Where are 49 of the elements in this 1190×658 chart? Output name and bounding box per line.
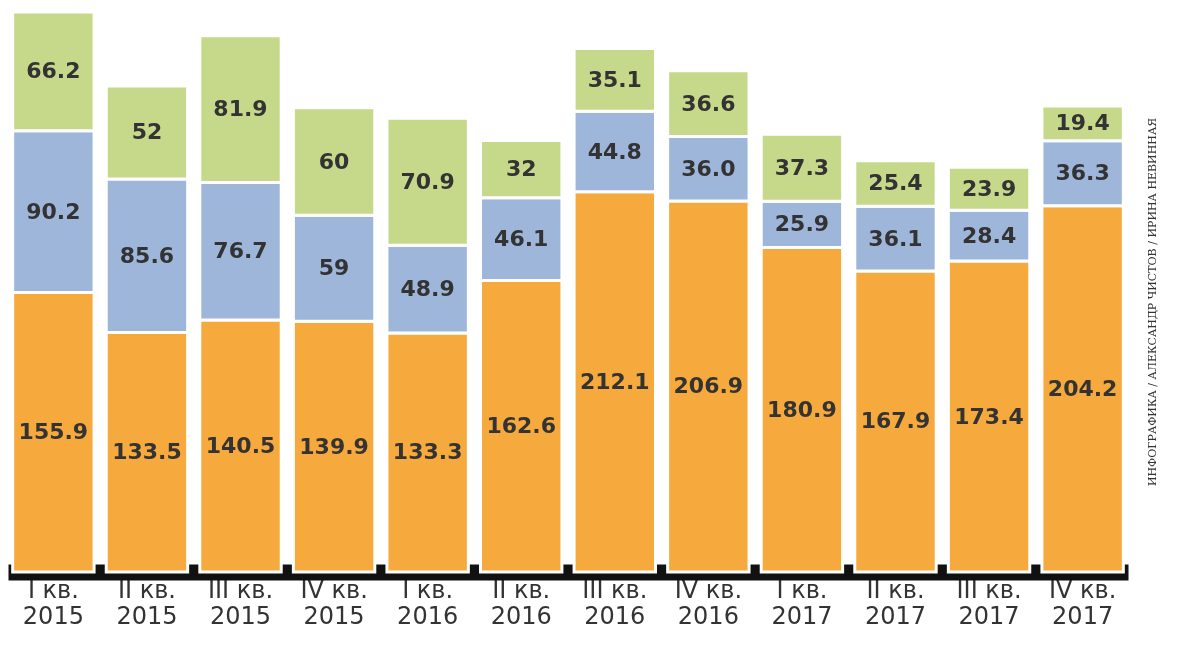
data-label: 139.9	[299, 433, 369, 459]
x-tick-label: III кв. 2016	[582, 575, 648, 630]
data-label: 180.9	[767, 396, 837, 422]
x-tick-label: II кв. 2015	[116, 575, 178, 630]
data-label: 70.9	[400, 168, 455, 194]
data-label: 133.3	[392, 439, 463, 465]
data-label: 133.5	[112, 439, 182, 465]
data-label: 48.9	[400, 276, 455, 302]
data-label: 44.8	[587, 138, 642, 164]
data-label: 36.1	[868, 225, 923, 251]
x-tick-label: IV кв. 2017	[1048, 575, 1117, 630]
data-label: 212.1	[579, 368, 650, 394]
text: ИНФОГРАФИКА / АЛЕКСАНДР ЧИСТОВ / ИРИНА НЕВИННАЯ	[1146, 117, 1159, 487]
data-label: 32	[505, 156, 537, 182]
data-label: 46.1	[494, 226, 549, 252]
data-label: 206.9	[673, 373, 744, 399]
data-label: 25.4	[868, 170, 923, 196]
data-label: 167.9	[860, 408, 931, 434]
data-label: 36.0	[681, 155, 736, 181]
data-label: 140.5	[205, 433, 276, 459]
x-tick-label: IV кв. 2016	[674, 575, 743, 630]
x-tick-label: II кв. 2017	[864, 575, 927, 630]
data-label: 204.2	[1047, 375, 1118, 401]
data-label: 35.1	[587, 66, 642, 92]
data-label: 52	[131, 119, 163, 145]
data-label: 37.3	[774, 154, 830, 180]
data-label: 66.2	[26, 58, 81, 84]
x-tick-label: III кв. 2017	[956, 575, 1022, 630]
data-label: 28.4	[961, 222, 1017, 248]
data-label: 85.6	[119, 242, 175, 268]
x-tick-label: II кв. 2016	[490, 575, 552, 630]
data-label: 36.6	[681, 90, 736, 116]
x-tick-label: I кв. 2016	[397, 575, 459, 630]
data-label: 90.2	[26, 198, 81, 224]
x-tick-label: I кв. 2015	[22, 575, 84, 630]
data-label: 173.4	[954, 403, 1024, 429]
data-label: 60	[318, 148, 350, 174]
data-label: 19.4	[1055, 110, 1110, 136]
data-label: 81.9	[213, 96, 268, 122]
data-label: 155.9	[18, 419, 89, 445]
data-label: 162.6	[486, 413, 557, 439]
x-tick-label: III кв. 2015	[207, 575, 274, 630]
x-tick-label: IV кв. 2015	[300, 575, 368, 630]
data-label: 76.7	[213, 238, 268, 264]
data-label: 25.9	[774, 211, 830, 237]
x-tick-label: I кв. 2017	[771, 575, 833, 630]
data-label: 36.3	[1055, 160, 1110, 186]
data-label: 23.9	[961, 175, 1017, 201]
data-label: 59	[318, 255, 350, 281]
